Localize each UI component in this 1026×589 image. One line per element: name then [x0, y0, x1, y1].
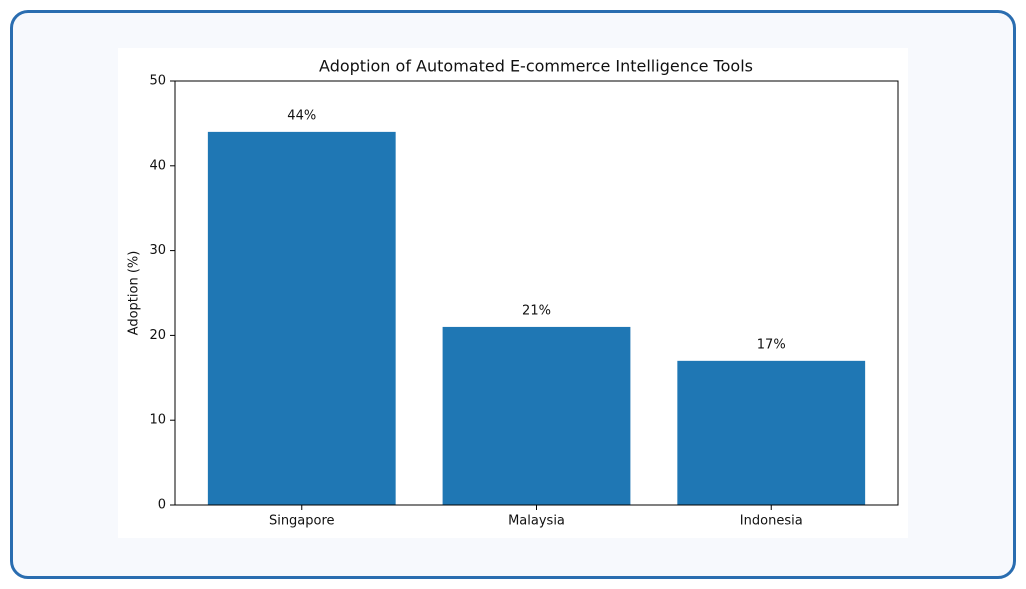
bar — [442, 326, 631, 505]
value-label: 21% — [522, 303, 551, 318]
x-tick-label: Singapore — [269, 514, 335, 529]
y-tick-label: 40 — [149, 158, 166, 173]
y-tick-label: 20 — [149, 328, 166, 343]
x-tick-label: Malaysia — [508, 514, 565, 529]
chart-title: Adoption of Automated E-commerce Intelli… — [319, 57, 753, 76]
bar — [677, 360, 866, 505]
y-tick-label: 50 — [149, 74, 166, 89]
y-tick-label: 30 — [149, 243, 166, 258]
x-tick-label: Indonesia — [740, 514, 803, 529]
y-tick-label: 0 — [158, 498, 166, 513]
value-label: 44% — [287, 108, 316, 123]
plot-frame — [174, 80, 899, 506]
y-tick-label: 10 — [149, 413, 166, 428]
y-axis-label: Adoption (%) — [127, 251, 142, 336]
bar — [207, 131, 396, 505]
value-label: 17% — [757, 337, 786, 352]
